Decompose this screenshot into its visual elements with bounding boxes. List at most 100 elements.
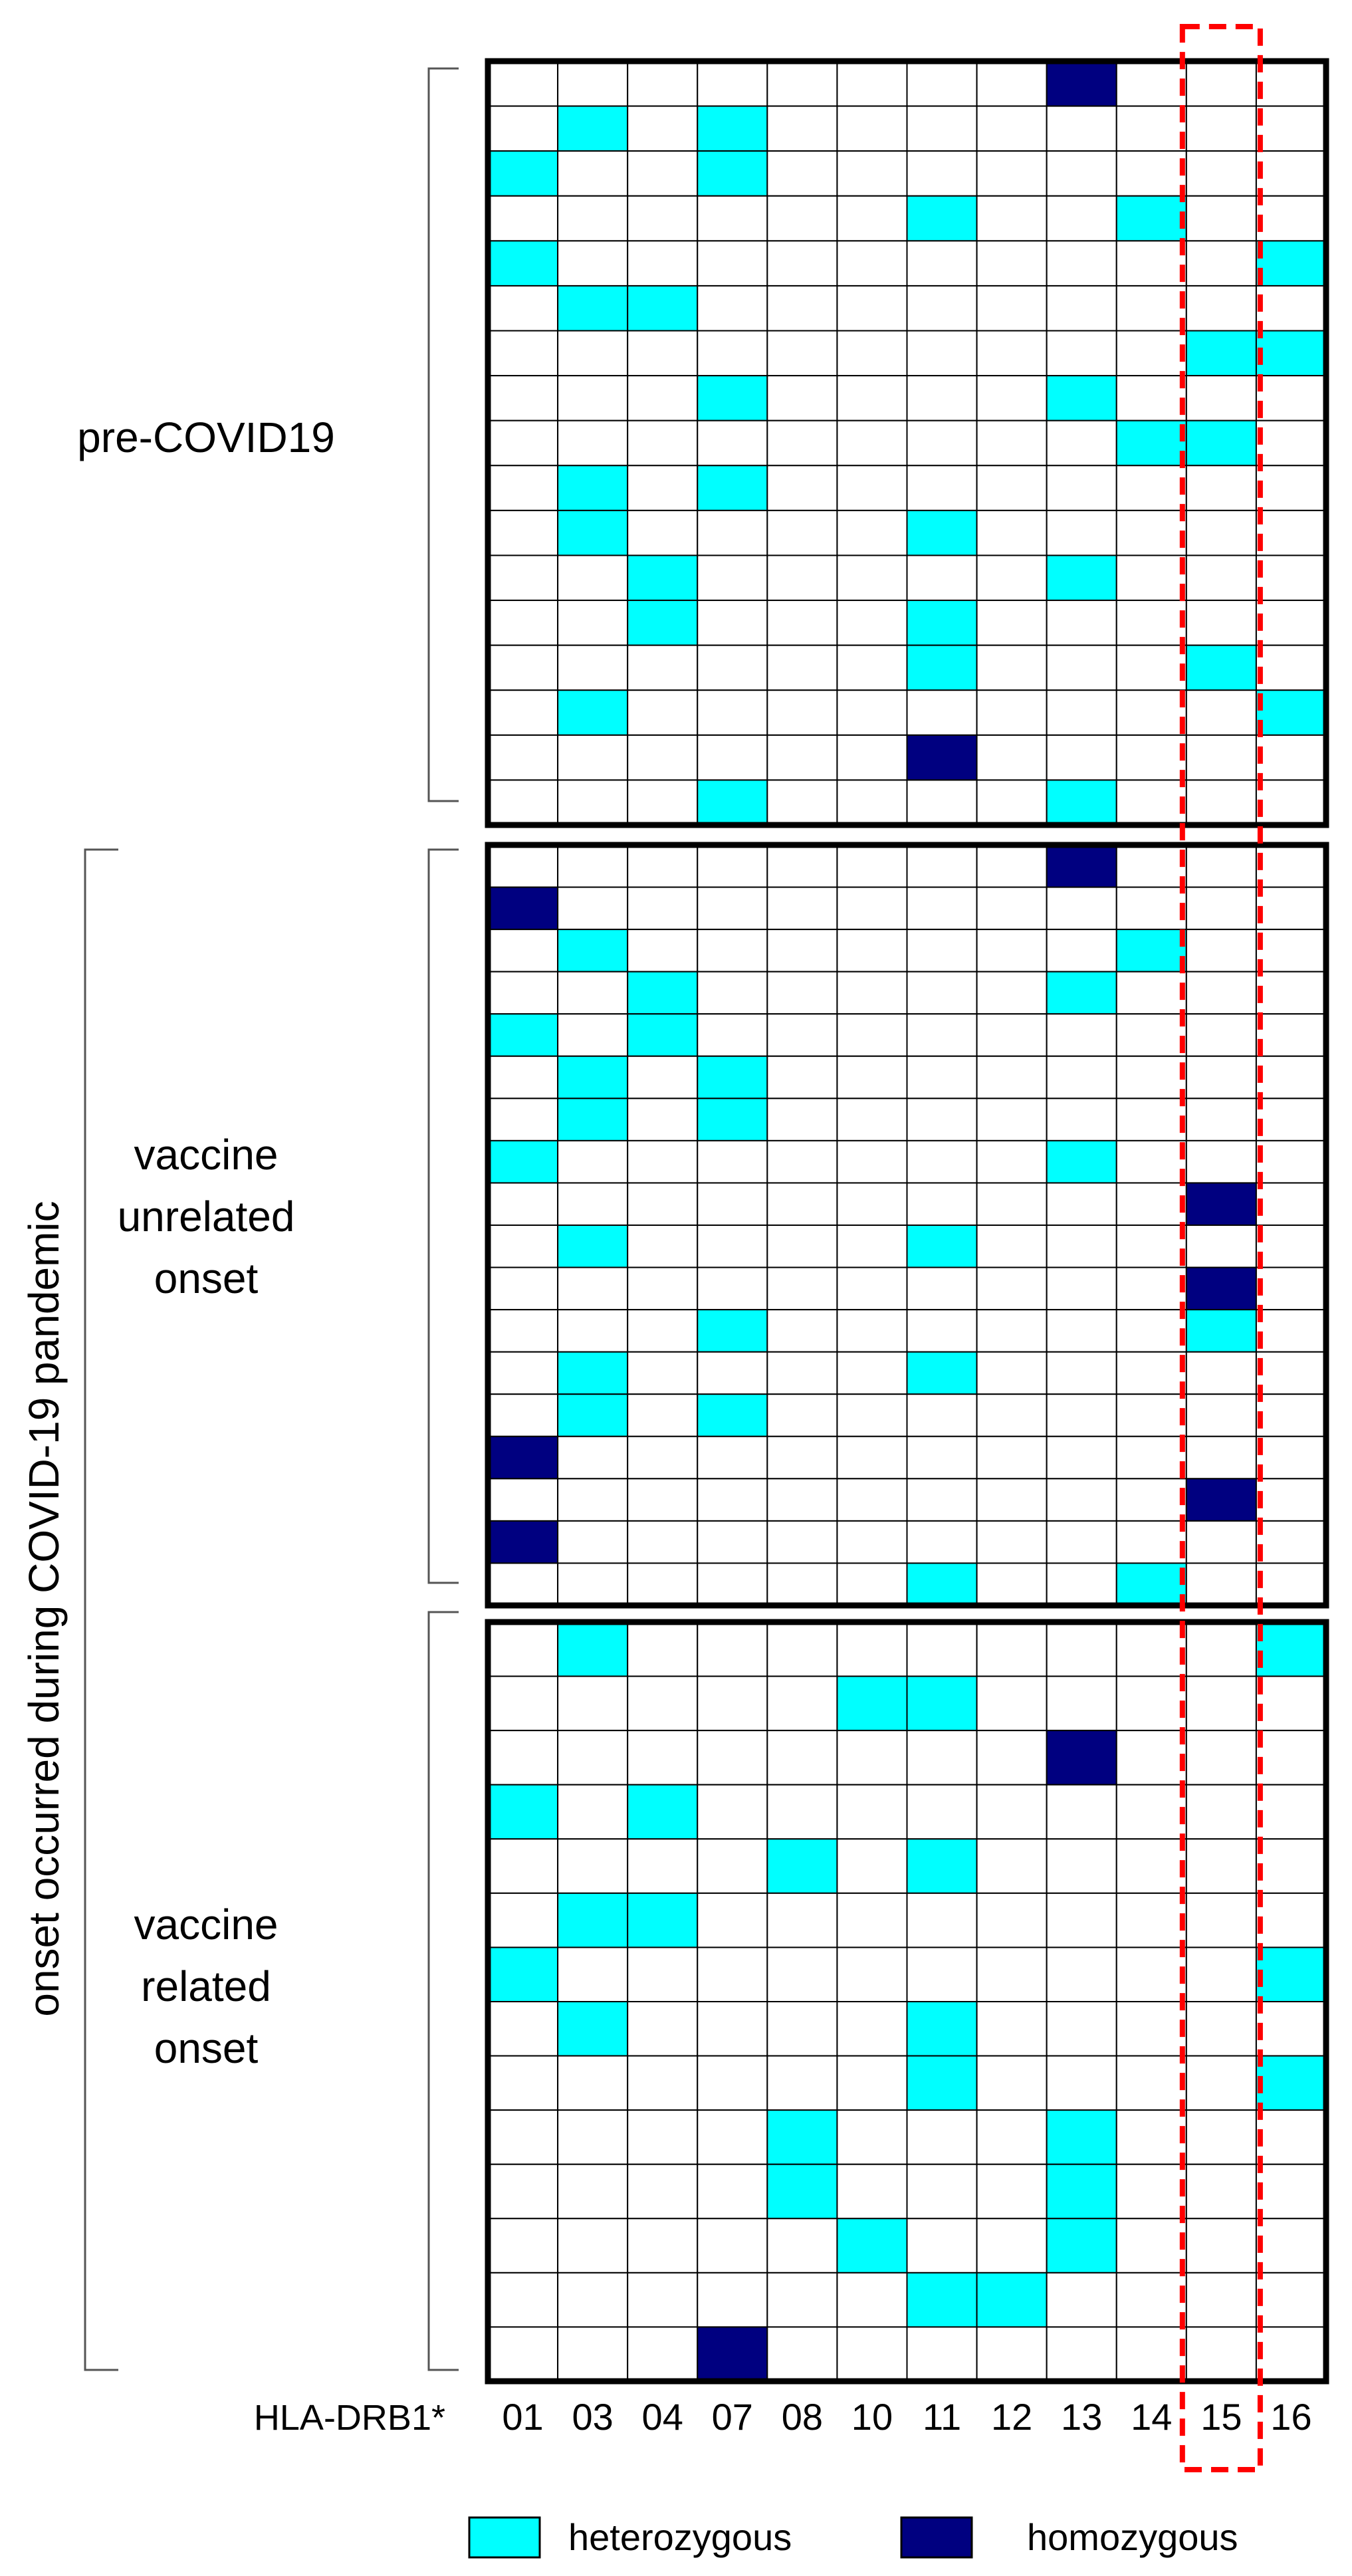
cell-empty [976,1892,1048,1948]
cell-empty [627,2163,699,2220]
cell-empty [1185,600,1257,646]
cell-empty [766,1225,838,1268]
cell-empty [766,1393,838,1437]
cell-empty [766,734,838,781]
cell-empty [976,644,1048,691]
cell-empty [697,1520,768,1564]
cell-empty [1255,2001,1327,2057]
cell-empty [976,1562,1048,1606]
cell-empty [1046,734,1117,781]
cell-het-15 [1185,1309,1257,1353]
cell-empty [976,1225,1048,1268]
x-tick-label-14: 14 [1131,2396,1172,2438]
cell-empty [1046,1309,1117,1353]
cell-empty [976,1435,1048,1480]
cell-empty [627,1266,699,1311]
cell-empty [487,1055,559,1100]
cell-het-16 [1255,1946,1327,2002]
cell-empty [1255,1675,1327,1732]
cell-empty [836,1478,908,1522]
cell-het-04 [627,971,699,1015]
cell-empty [766,2218,838,2274]
cell-empty [906,779,978,826]
group-label-line: unrelated [118,1193,295,1240]
cell-empty [836,971,908,1015]
cell-hom-13 [1046,844,1117,888]
cell-empty [1255,1225,1327,1268]
cell-empty [1046,929,1117,973]
cell-empty [906,240,978,287]
cell-empty [976,105,1048,152]
cell-empty [487,2326,559,2382]
cell-empty [1115,2109,1187,2165]
cell-empty [487,689,559,736]
cell-empty [976,240,1048,287]
cell-empty [1185,1892,1257,1948]
cell-empty [906,1309,978,1353]
cell-empty [976,1266,1048,1311]
cell-empty [1185,240,1257,287]
cell-empty [976,886,1048,931]
cell-het-07 [697,105,768,152]
cell-het-11 [906,1562,978,1606]
cell-empty [1046,105,1117,152]
cell-het-03 [557,509,629,556]
cell-empty [1185,2109,1257,2165]
cell-empty [1115,2272,1187,2328]
cell-empty [1185,375,1257,421]
cell-hom-11 [906,734,978,781]
cell-empty [1255,1182,1327,1227]
cell-empty [766,1478,838,1522]
panel-frames [485,58,1329,2385]
cell-empty [906,150,978,197]
cell-empty [836,689,908,736]
cell-empty [836,1784,908,1840]
cell-het-13 [1046,779,1117,826]
cell-empty [1185,1621,1257,1677]
cell-empty [976,60,1048,107]
group-label-line: onset [154,2024,259,2072]
cell-empty [697,509,768,556]
cell-empty [1115,1266,1187,1311]
cell-empty [1185,509,1257,556]
cell-het-15 [1185,419,1257,467]
cell-empty [557,1520,629,1564]
cell-empty [627,2055,699,2111]
cell-empty [1185,1098,1257,1141]
cell-empty [836,1351,908,1395]
cell-empty [487,844,559,888]
cell-empty [557,375,629,421]
cell-empty [697,1013,768,1057]
cell-empty [557,1309,629,1353]
cell-empty [1115,1393,1187,1437]
cell-empty [836,600,908,646]
cell-empty [906,2163,978,2220]
cell-empty [697,1225,768,1268]
cell-empty [1115,1351,1187,1395]
cell-empty [906,1946,978,2002]
cell-empty [906,330,978,377]
cell-empty [1255,285,1327,332]
cell-empty [627,2272,699,2328]
cell-empty [766,1098,838,1141]
cell-empty [1115,2163,1187,2220]
cell-empty [1046,644,1117,691]
cell-empty [557,150,629,197]
cell-empty [766,1892,838,1948]
cell-het-01 [487,150,559,197]
cell-empty [1185,465,1257,511]
cell-empty [1046,886,1117,931]
cell-het-16 [1255,1621,1327,1677]
cell-empty [1046,2326,1117,2382]
cell-empty [1115,971,1187,1015]
cell-empty [836,105,908,152]
cell-empty [1046,1182,1117,1227]
cell-het-04 [627,600,699,646]
cell-empty [976,2326,1048,2382]
cell-empty [1115,60,1187,107]
cell-empty [766,1139,838,1184]
cell-het-07 [697,1393,768,1437]
cell-empty [976,285,1048,332]
cell-empty [836,1182,908,1227]
cell-empty [976,1055,1048,1100]
